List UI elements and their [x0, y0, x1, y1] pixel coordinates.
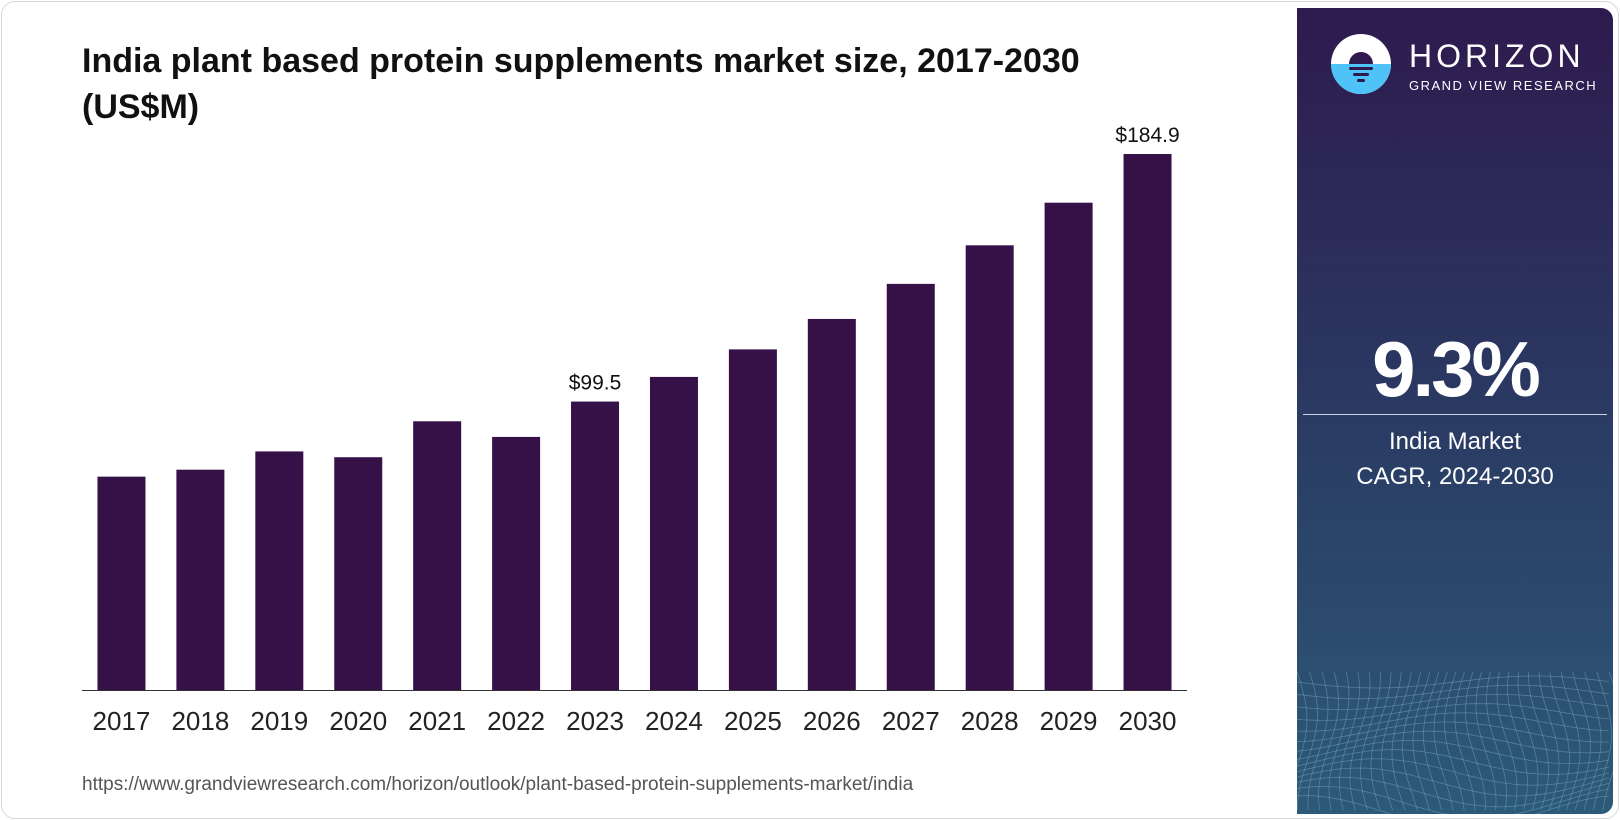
x-tick-label: 2022 — [487, 706, 545, 736]
wave-mesh-decoration — [1297, 672, 1613, 814]
cagr-value: 9.3% — [1372, 325, 1541, 413]
bar-2025 — [728, 349, 777, 690]
bar-2020 — [334, 457, 383, 690]
bar-2026 — [807, 318, 856, 690]
x-tick-label: 2021 — [408, 706, 466, 736]
x-tick-label: 2023 — [566, 706, 624, 736]
x-tick-label: 2026 — [803, 706, 861, 736]
cagr-divider — [1303, 414, 1607, 415]
side-panel: HORIZON GRAND VIEW RESEARCH 9.3% India M… — [1297, 8, 1613, 814]
bar-2021 — [413, 421, 462, 690]
x-tick-label: 2027 — [882, 706, 940, 736]
bar-2027 — [886, 283, 935, 690]
bar-chart: 2017 2018 2019 2020 2021 2022 2023 $99.5 2024 202… — [82, 124, 1187, 736]
x-tick-label: 2024 — [645, 706, 703, 736]
x-tick-label: 2029 — [1040, 706, 1098, 736]
bar-2030 — [1123, 154, 1172, 690]
bar-2029 — [1044, 202, 1093, 690]
cagr-period-label: CAGR, 2024-2030 — [1356, 463, 1554, 490]
x-tick-label: 2025 — [724, 706, 782, 736]
data-label: $184.9 — [1115, 124, 1179, 147]
bar-2019 — [255, 451, 304, 690]
bar-2022 — [492, 436, 541, 690]
chart-title: India plant based protein supplements ma… — [82, 42, 1080, 126]
source-url[interactable]: https://www.grandviewresearch.com/horizo… — [82, 774, 914, 795]
x-tick-label: 2020 — [329, 706, 387, 736]
data-label: $99.5 — [569, 372, 622, 395]
sunrise-logo-icon — [1331, 34, 1391, 94]
brand-name: HORIZON — [1409, 38, 1585, 74]
bar-2017 — [97, 476, 146, 690]
bar-2018 — [176, 469, 225, 690]
x-tick-label: 2017 — [93, 706, 151, 736]
x-tick-label: 2030 — [1119, 706, 1177, 736]
brand-logo[interactable]: HORIZON GRAND VIEW RESEARCH — [1329, 32, 1599, 102]
brand-subtitle: GRAND VIEW RESEARCH — [1409, 78, 1598, 93]
bar-2024 — [649, 376, 698, 690]
x-tick-label: 2028 — [961, 706, 1019, 736]
x-tick-label: 2018 — [171, 706, 229, 736]
x-tick-label: 2019 — [250, 706, 308, 736]
cagr-market-label: India Market — [1388, 428, 1522, 455]
bar-2023 — [571, 401, 620, 690]
bar-2028 — [965, 245, 1014, 691]
